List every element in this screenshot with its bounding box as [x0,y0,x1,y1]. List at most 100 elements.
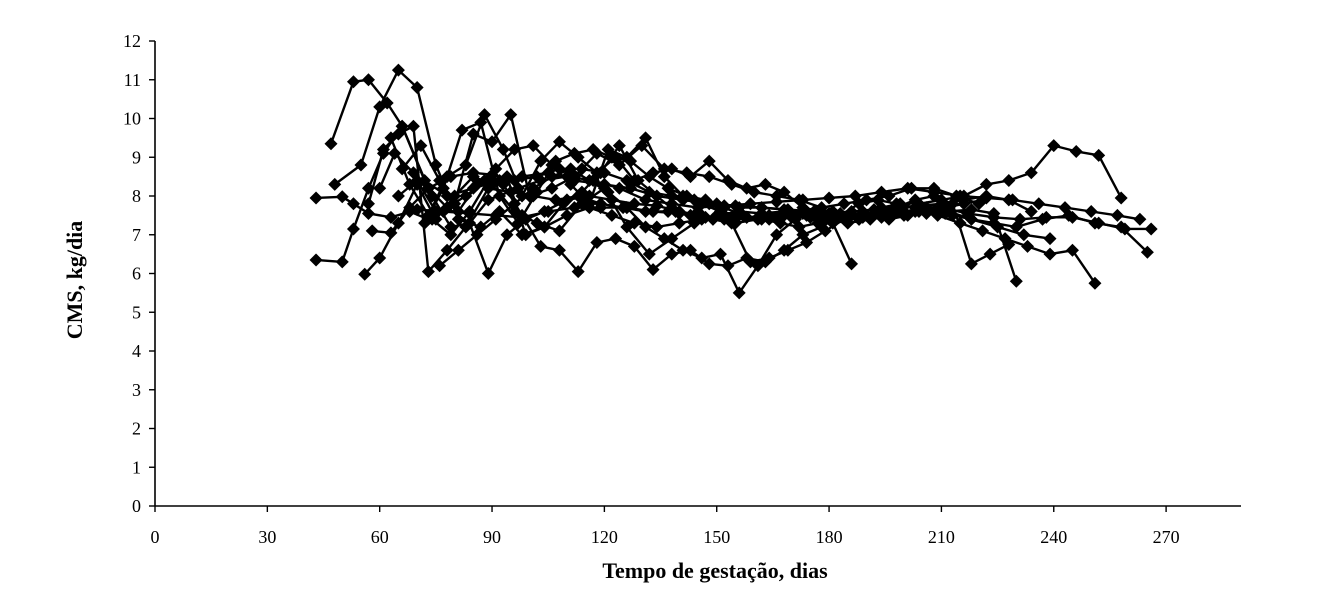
data-point-marker [792,193,806,207]
data-point-marker [758,177,772,191]
data-point-marker [983,247,997,261]
data-point-marker [642,247,656,261]
data-point-marker [537,220,551,234]
data-point-marker [1009,274,1023,288]
y-tick-label: 3 [132,380,141,400]
x-tick-label: 180 [816,527,843,547]
data-point-marker [882,212,896,226]
x-tick-label: 120 [591,527,618,547]
y-tick-label: 12 [123,31,141,51]
series-15 [433,162,859,300]
data-point-marker [964,212,978,226]
data-point-marker [406,119,420,133]
data-point-marker [826,216,840,230]
x-tick-label: 150 [703,527,730,547]
data-point-marker [856,205,870,218]
data-point-marker [575,185,589,199]
data-point-marker [837,197,851,211]
data-point-marker [526,181,540,195]
data-point-marker [582,197,596,211]
data-point-marker [949,189,963,203]
data-point-marker [650,220,664,234]
data-point-marker [639,220,653,234]
data-point-marker [639,131,653,145]
data-point-marker [755,212,769,226]
data-point-marker [807,205,821,218]
data-point-marker [455,123,469,137]
data-point-marker [822,191,836,205]
data-point-marker [650,189,664,203]
data-point-marker [904,181,918,195]
data-point-marker [642,170,656,184]
data-point-marker [346,75,360,89]
data-point-marker [489,212,503,226]
data-point-marker [976,193,990,207]
data-point-marker [882,189,896,203]
data-point-marker [609,232,623,246]
data-point-marker [863,210,877,224]
data-point-marker [627,239,641,253]
data-point-marker [556,197,570,211]
data-point-marker [1144,222,1158,236]
data-point-marker [773,216,787,230]
data-point-marker [403,205,417,218]
data-point-marker [384,210,398,224]
data-point-marker [526,139,540,153]
data-point-marker [463,205,477,218]
data-point-marker [800,236,814,249]
data-point-marker [451,243,465,257]
y-tick-label: 6 [132,264,141,284]
data-point-marker [620,174,634,187]
data-point-marker [680,166,694,180]
data-point-marker [425,212,439,226]
data-point-marker [481,174,495,187]
x-tick-label: 210 [928,527,955,547]
data-point-marker [612,139,626,153]
data-point-marker [358,267,372,281]
data-point-marker [361,197,375,211]
data-point-marker [567,146,581,160]
data-point-marker [927,205,941,218]
data-point-marker [713,247,727,261]
data-point-marker [938,201,952,215]
data-point-marker [440,201,454,215]
data-point-marker [695,251,709,265]
data-point-marker [702,257,716,271]
data-point-marker [1088,216,1102,230]
data-point-marker [957,197,971,211]
data-point-marker [549,154,563,168]
data-point-marker [669,205,683,218]
data-point-marker [927,181,941,195]
data-point-marker [590,236,604,249]
data-point-marker [335,190,349,204]
y-tick-label: 7 [132,225,141,245]
data-point-marker [504,108,518,122]
data-point-marker [657,170,671,184]
data-point-marker [361,73,375,87]
data-point-marker [373,181,387,195]
data-point-marker [650,199,664,213]
series-layer [309,63,1158,300]
data-point-marker [463,216,477,230]
data-point-marker [665,247,679,261]
data-point-marker [1024,205,1038,218]
data-point-marker [639,205,653,218]
data-point-marker [594,197,608,211]
data-point-marker [496,143,510,156]
data-point-marker [1133,212,1147,226]
data-point-marker [440,243,454,257]
data-point-marker [466,166,480,180]
data-point-marker [384,131,398,145]
data-point-marker [717,201,731,215]
data-point-marker [1047,139,1061,153]
data-point-marker [874,201,888,215]
data-point-marker [755,201,769,215]
data-point-marker [481,267,495,280]
data-point-marker [552,224,566,238]
data-point-marker [1043,232,1057,246]
data-point-marker [680,189,694,203]
data-point-marker [582,174,596,187]
data-point-marker [818,224,832,238]
series-14 [425,139,907,269]
data-point-marker [564,162,578,176]
